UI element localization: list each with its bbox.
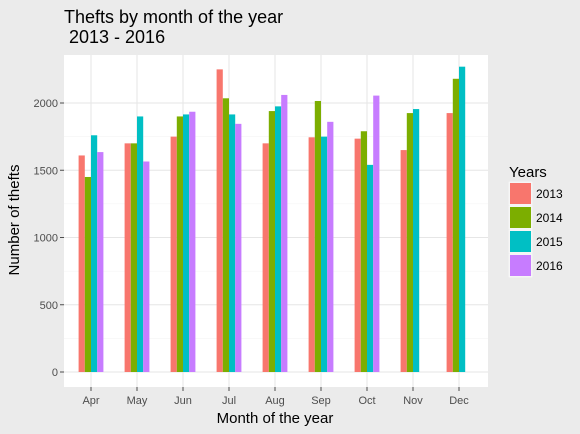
y-tick-label: 500 bbox=[40, 300, 58, 312]
bar-2014-oct bbox=[360, 131, 367, 372]
bar-2014-jun bbox=[176, 116, 183, 372]
legend-label-2015: 2015 bbox=[536, 235, 563, 249]
bar-2013-dec bbox=[446, 113, 453, 373]
bar-2015-nov bbox=[413, 109, 420, 373]
bar-2015-may bbox=[137, 116, 144, 372]
bar-2016-aug bbox=[281, 94, 288, 373]
legend-label-2014: 2014 bbox=[536, 211, 563, 225]
chart-title-line-2: 2013 - 2016 bbox=[64, 27, 165, 47]
y-tick-label: 0 bbox=[52, 367, 58, 379]
bar-2013-may bbox=[124, 143, 131, 372]
bars bbox=[78, 66, 466, 373]
bar-2014-sep bbox=[314, 100, 321, 373]
legend-swatch-2015 bbox=[510, 231, 531, 252]
bar-2015-oct bbox=[367, 164, 374, 372]
y-tick-label: 2000 bbox=[34, 98, 58, 110]
bar-2013-jul bbox=[216, 69, 223, 372]
legend: Years 2013 2014 2015 2016 bbox=[508, 164, 563, 278]
bar-2015-apr bbox=[91, 135, 98, 372]
bar-2013-oct bbox=[354, 138, 361, 372]
bar-2016-apr bbox=[97, 152, 104, 372]
x-tick-label-may: May bbox=[127, 395, 148, 407]
x-axis-title: Month of the year bbox=[217, 410, 334, 427]
bar-2016-may bbox=[143, 161, 150, 372]
x-tick-label-apr: Apr bbox=[82, 395, 99, 407]
x-tick-label-dec: Dec bbox=[449, 395, 469, 407]
chart-title-line-1: Thefts by month of the year bbox=[64, 7, 283, 27]
bar-2015-jun bbox=[183, 114, 190, 373]
bar-2015-aug bbox=[275, 106, 282, 373]
bar-2013-nov bbox=[400, 150, 407, 372]
y-tick-label: 1500 bbox=[34, 165, 58, 177]
legend-swatch-2013 bbox=[510, 183, 531, 204]
bar-2013-sep bbox=[308, 137, 315, 372]
legend-title: Years bbox=[509, 164, 547, 181]
bar-2013-aug bbox=[262, 143, 269, 372]
bar-2015-sep bbox=[321, 136, 328, 372]
bar-2014-jul bbox=[222, 98, 229, 372]
bar-2016-jul bbox=[235, 123, 242, 372]
x-tick-label-oct: Oct bbox=[358, 395, 375, 407]
bar-2016-sep bbox=[327, 121, 334, 372]
bar-2015-jul bbox=[229, 114, 236, 373]
x-tick-label-nov: Nov bbox=[403, 395, 423, 407]
y-tick-label: 1000 bbox=[34, 233, 58, 245]
bar-2014-dec bbox=[452, 78, 459, 372]
x-tick-label-aug: Aug bbox=[265, 395, 285, 407]
legend-swatch-2014 bbox=[510, 207, 531, 228]
bar-2015-dec bbox=[459, 66, 466, 372]
bar-2016-jun bbox=[189, 111, 196, 373]
x-tick-label-jul: Jul bbox=[222, 395, 236, 407]
bar-2014-aug bbox=[268, 111, 275, 372]
legend-label-2013: 2013 bbox=[536, 187, 563, 201]
x-tick-label-jun: Jun bbox=[174, 395, 192, 407]
y-axis-title: Number of thefts bbox=[6, 165, 23, 276]
bar-2013-jun bbox=[170, 136, 177, 372]
bar-2016-oct bbox=[373, 95, 380, 372]
bar-2013-apr bbox=[78, 155, 85, 372]
legend-label-2016: 2016 bbox=[536, 259, 563, 273]
bar-2014-may bbox=[130, 143, 137, 372]
legend-swatch-2016 bbox=[510, 255, 531, 276]
axes: 0 500 1000 1500 2000 Apr May Jun Jul Aug Sep Oct Nov… bbox=[34, 98, 470, 407]
bar-2014-apr bbox=[84, 176, 91, 372]
bar-2014-nov bbox=[406, 113, 413, 373]
x-tick-label-sep: Sep bbox=[311, 395, 331, 407]
